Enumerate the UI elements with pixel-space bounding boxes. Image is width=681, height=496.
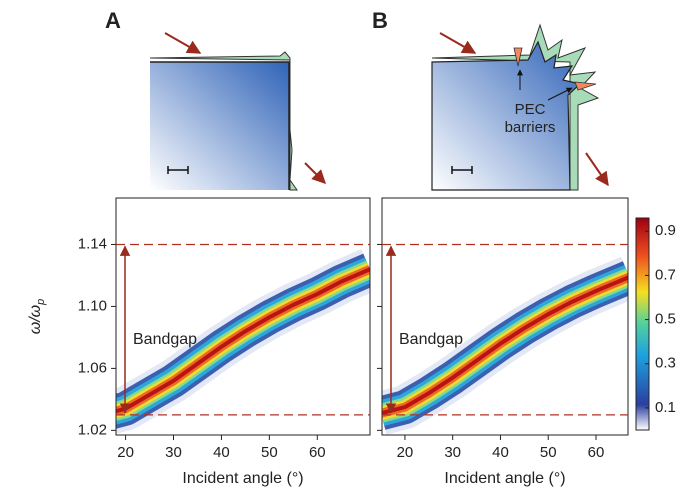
annotation: PEC	[515, 101, 546, 118]
x-tick-label: 50	[540, 444, 557, 461]
plot-frame	[381, 197, 629, 436]
y-tick-label: 1.06	[78, 359, 107, 376]
diagram-a: A	[105, 8, 326, 191]
x-tick-label: 40	[213, 444, 230, 461]
x-tick-label: 30	[444, 444, 461, 461]
diagram-b: B PEC barriers	[372, 8, 609, 191]
plot-frame	[115, 197, 371, 436]
y-tick-label: 1.14	[78, 235, 107, 252]
ridge	[382, 275, 628, 416]
x-tick-label: 30	[165, 444, 182, 461]
x-tick-label: 20	[397, 444, 414, 461]
annotation: Bandgap	[399, 331, 463, 348]
colorbar-tick-label: 0.5	[655, 311, 676, 328]
annotation: barriers	[505, 119, 556, 136]
x-tick-label: 20	[117, 444, 134, 461]
colorbar-tick-label: 0.7	[655, 266, 676, 283]
colorbar-tick-label: 0.3	[655, 355, 676, 372]
colorbar	[635, 217, 650, 431]
panel-label: A	[105, 8, 121, 33]
x-tick-label: 60	[588, 444, 605, 461]
y-axis-label-sub: p	[35, 299, 47, 306]
panel-label: B	[372, 8, 388, 33]
ridge	[116, 267, 370, 414]
y-tick-label: 1.10	[78, 297, 107, 314]
x-tick-label: 50	[261, 444, 278, 461]
colorbar-tick-label: 0.9	[655, 222, 676, 239]
annotation: Bandgap	[133, 331, 197, 348]
heatmap	[116, 249, 370, 434]
colorbar-tick-label: 0.1	[655, 399, 676, 416]
x-tick-label: 60	[309, 444, 326, 461]
y-axis-label: ω/ωp	[27, 299, 47, 335]
x-tick-label: 40	[492, 444, 509, 461]
heatmap	[382, 256, 628, 435]
x-axis-label: Incident angle (°)	[182, 470, 303, 487]
y-tick-label: 1.02	[78, 421, 107, 438]
y-axis-label-main: ω/ω	[27, 305, 44, 334]
x-axis-label: Incident angle (°)	[444, 470, 565, 487]
